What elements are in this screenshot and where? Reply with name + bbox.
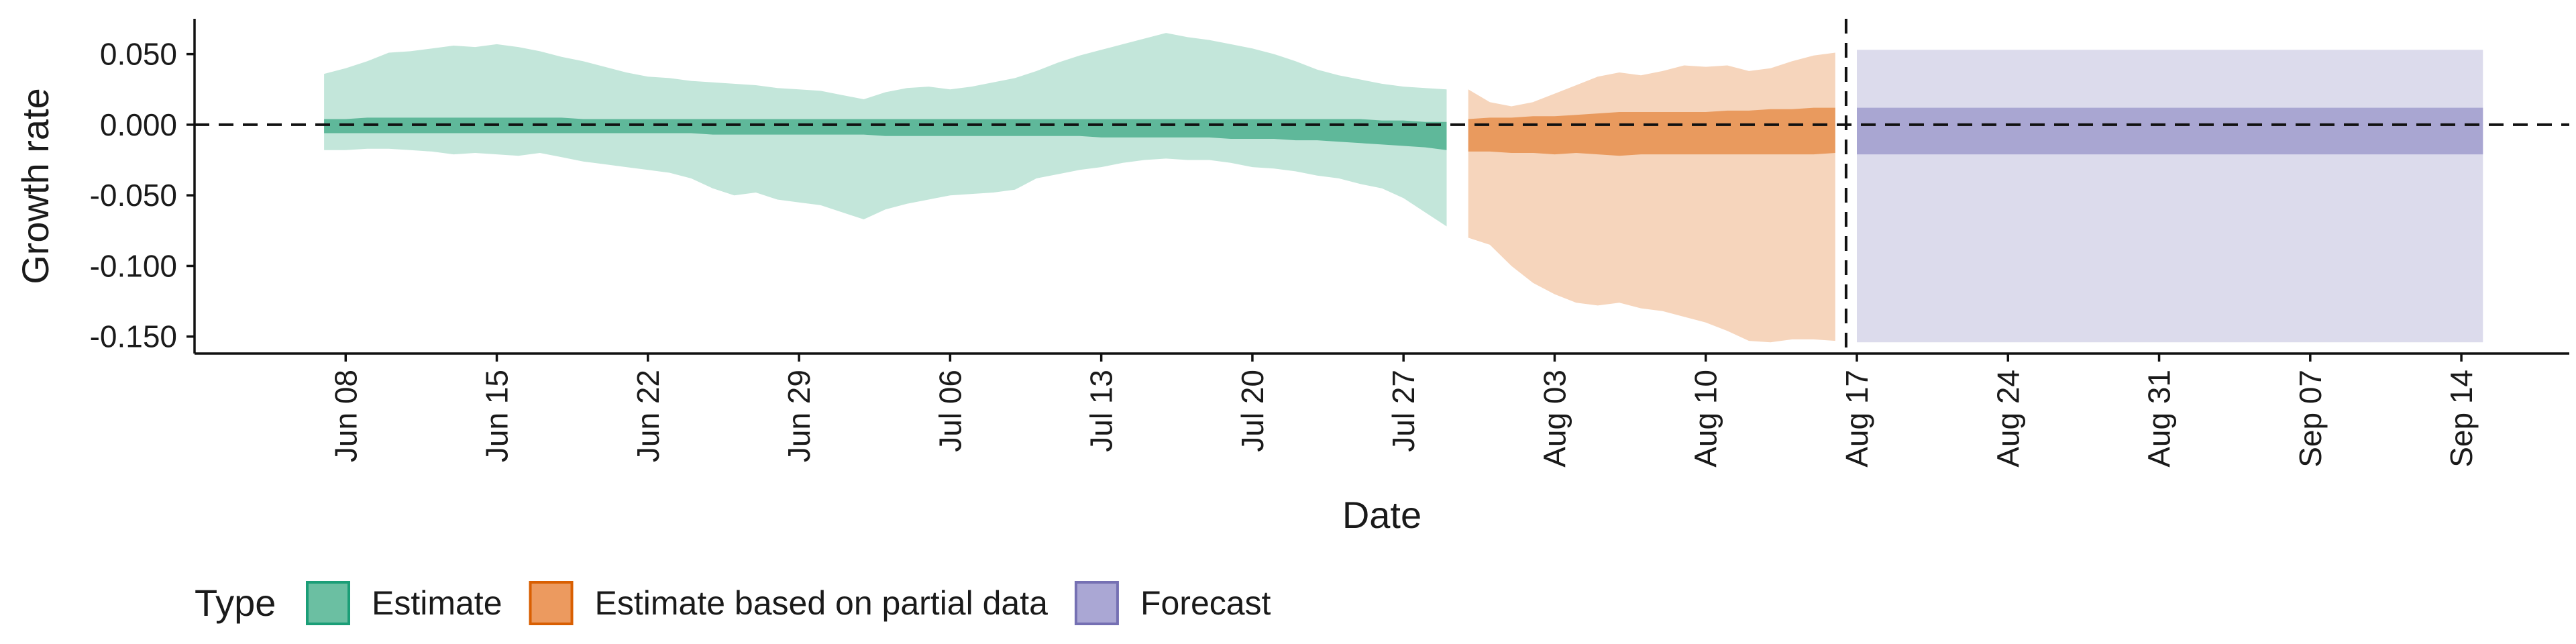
y-axis-title: Growth rate [14,88,56,284]
x-axis-ticks: Jun 08 Jun 15 Jun 22 Jun 29 Jul 06 Jul 13 Jul … [328,354,2479,468]
y-tick-label: 0.050 [100,37,177,72]
y-axis-ticks: 0.050 0.000 -0.050 -0.100 -0.150 [90,37,195,354]
ribbon-layer [324,33,2483,343]
legend-swatch [529,581,574,625]
band-50-estimate-based-on-partial-data [1468,107,1835,156]
legend-items: Estimate Estimate based on partial data Fo… [306,581,1271,625]
x-tick-label: Jul 06 [932,370,967,452]
x-tick-label: Jun 08 [328,370,363,462]
legend-label: Estimate [372,584,502,622]
band-90-estimate-based-on-partial-data [1468,52,1835,343]
x-tick-label: Aug 03 [1537,370,1572,468]
y-tick-label: -0.050 [90,178,177,213]
legend-label: Forecast [1140,584,1271,622]
y-tick-label: -0.100 [90,248,177,283]
legend-item: Forecast [1074,581,1271,625]
x-tick-label: Jul 20 [1235,370,1270,452]
legend-title: Type [195,582,276,624]
x-tick-label: Sep 14 [2444,370,2479,468]
x-tick-label: Aug 24 [1990,370,2025,468]
x-tick-label: Jul 27 [1386,370,1421,452]
legend-item: Estimate [306,581,502,625]
axes: 0.050 0.000 -0.050 -0.100 -0.150 Jun 08 Jun 1… [90,19,2569,468]
y-tick-label: 0.000 [100,107,177,142]
x-tick-label: Jun 15 [480,370,515,462]
legend-item: Estimate based on partial data [529,581,1049,625]
x-tick-label: Aug 10 [1688,370,1723,468]
x-tick-label: Jul 13 [1084,370,1119,452]
x-tick-label: Jun 22 [631,370,665,462]
x-tick-label: Aug 17 [1839,370,1874,468]
legend-swatch [1074,581,1119,625]
legend: Type Estimate Estimate based on partial d… [195,581,1271,625]
legend-swatch [306,581,350,625]
x-tick-label: Sep 07 [2293,370,2328,468]
band-90-forecast [1857,50,2483,343]
legend-label: Estimate based on partial data [595,584,1049,622]
x-axis-title: Date [1342,494,1421,536]
reference-lines [195,19,2569,354]
y-tick-label: -0.150 [90,319,177,354]
x-tick-label: Aug 31 [2142,370,2177,468]
band-50-forecast [1857,107,2483,155]
x-tick-label: Jun 29 [782,370,816,462]
